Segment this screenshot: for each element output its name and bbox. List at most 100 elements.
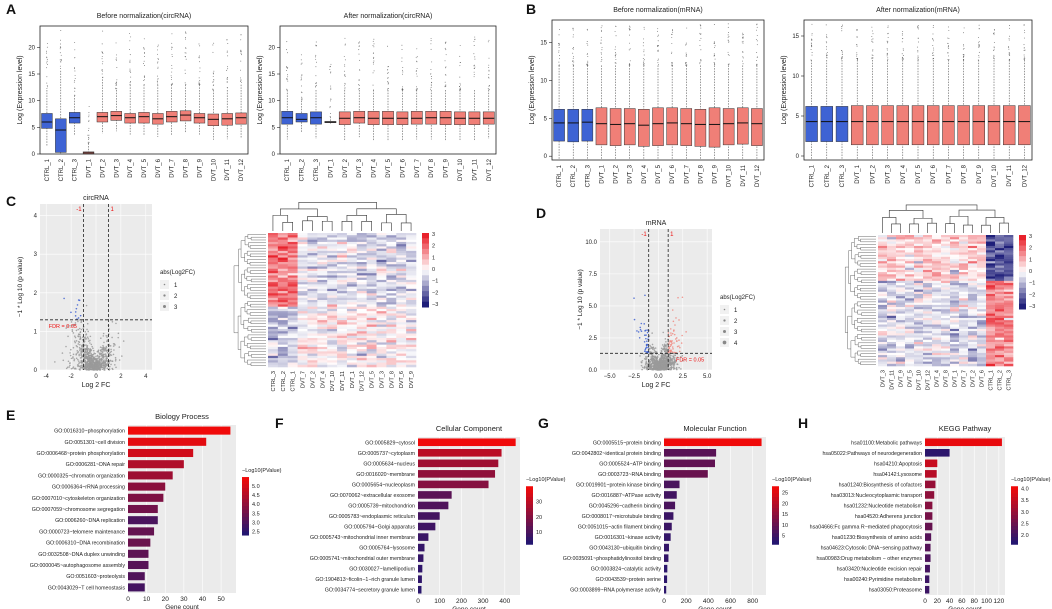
chart-title: circRNA <box>83 195 109 202</box>
volcano-point <box>639 326 642 329</box>
volcano-point <box>641 359 644 362</box>
volcano-point <box>644 294 646 297</box>
volcano-point <box>670 344 673 346</box>
heatmap-cell <box>307 266 318 270</box>
outlier-point <box>143 84 145 85</box>
heatmap-cell <box>878 252 888 255</box>
box-CTRL_1 <box>805 106 818 142</box>
volcano-point <box>104 365 107 368</box>
volcano-point <box>672 320 675 323</box>
heatmap-cell <box>995 245 1005 249</box>
outlier-point <box>445 54 447 56</box>
outlier-point <box>473 76 475 78</box>
heatmap-cell <box>406 317 417 321</box>
heatmap-cell <box>878 280 888 284</box>
heatmap-cell <box>356 302 367 305</box>
heatmap-cell <box>277 268 289 272</box>
outlier-point <box>1023 37 1025 39</box>
heatmap-cell <box>268 320 279 323</box>
volcano-point <box>89 348 91 351</box>
heatmap-cell <box>914 324 924 327</box>
heatmap-cell <box>327 237 338 240</box>
volcano-point <box>96 350 99 353</box>
heatmap-cell <box>366 315 377 319</box>
volcano-point <box>657 361 660 363</box>
outlier-point <box>932 38 934 40</box>
heatmap-cell <box>327 288 338 292</box>
legend-title: abs(Log2FC) <box>720 295 755 301</box>
box-DVT_11 <box>737 107 749 145</box>
panel-label-C: C <box>6 193 16 209</box>
volcano-point <box>76 364 79 366</box>
heatmap-cell <box>337 295 348 299</box>
heatmap-cell <box>406 302 417 305</box>
legend-title: abs(Log2FC) <box>160 270 195 276</box>
volcano-point <box>90 368 93 371</box>
outlier-point <box>643 59 645 61</box>
outlier-point <box>358 49 360 51</box>
heatmap-cell <box>1004 337 1014 341</box>
heatmap-cell <box>327 253 338 256</box>
volcano-point <box>70 311 72 314</box>
heatmap-cell <box>995 259 1005 262</box>
heatmap-cell <box>950 252 960 255</box>
outlier-point <box>558 51 560 53</box>
heatmap-cell <box>941 278 951 282</box>
heatmap-cell <box>307 308 318 312</box>
outlier-point <box>330 85 332 87</box>
outlier-point <box>642 58 644 60</box>
heatmap-cell <box>1004 289 1014 293</box>
heatmap-cell <box>905 335 915 338</box>
volcano-point <box>87 337 90 340</box>
volcano-point <box>670 354 672 357</box>
outlier-point <box>728 63 730 65</box>
volcano-point <box>81 364 83 366</box>
heatmap-cell <box>941 311 951 314</box>
heatmap-cell <box>1004 248 1014 251</box>
heatmap-cell <box>878 261 888 264</box>
outlier-point <box>810 43 812 45</box>
outlier-point <box>185 47 187 49</box>
volcano-point <box>652 357 655 360</box>
outlier-point <box>488 70 490 72</box>
outlier-point <box>643 63 645 64</box>
heatmap-cell <box>896 254 906 258</box>
heatmap-cell <box>896 335 906 338</box>
heatmap-cell <box>356 358 367 361</box>
heatmap-cell <box>896 324 906 327</box>
heatmap-cell <box>376 302 387 305</box>
dendrogram-branch <box>246 276 266 281</box>
heatmap-cell <box>356 262 367 265</box>
volcano-point <box>69 364 71 367</box>
heatmap-cell <box>878 291 888 295</box>
heatmap-cell <box>878 248 888 251</box>
outlier-point <box>130 81 132 82</box>
outlier-point <box>887 27 889 29</box>
outlier-point <box>756 24 758 26</box>
heatmap-cell <box>268 279 279 283</box>
volcano-point <box>663 347 665 350</box>
heatmap-cell <box>887 320 897 323</box>
heatmap-cell <box>366 329 377 332</box>
outlier-point <box>657 40 659 42</box>
heatmap-cell <box>337 273 348 276</box>
heatmap-col-label: DVT_10 <box>330 371 336 391</box>
outlier-point <box>315 85 317 87</box>
heatmap-cell <box>1004 272 1014 275</box>
volcano-point <box>651 360 653 362</box>
heatmap-cell <box>386 313 397 316</box>
outlier-point <box>978 55 980 56</box>
heatmap-cell <box>968 309 978 312</box>
x-tick-label: DVT_10 <box>992 164 998 187</box>
heatmap-cell <box>896 287 906 290</box>
y-tick-label: 1 <box>34 329 38 335</box>
heatmap-cell <box>297 349 308 352</box>
heatmap-cell <box>941 328 951 332</box>
heatmap-cell <box>941 269 951 273</box>
heatmap-cell <box>307 326 318 330</box>
heatmap-cell <box>297 288 308 292</box>
outlier-point <box>963 27 965 29</box>
volcano-point <box>680 356 682 358</box>
heatmap-cell <box>977 269 987 273</box>
